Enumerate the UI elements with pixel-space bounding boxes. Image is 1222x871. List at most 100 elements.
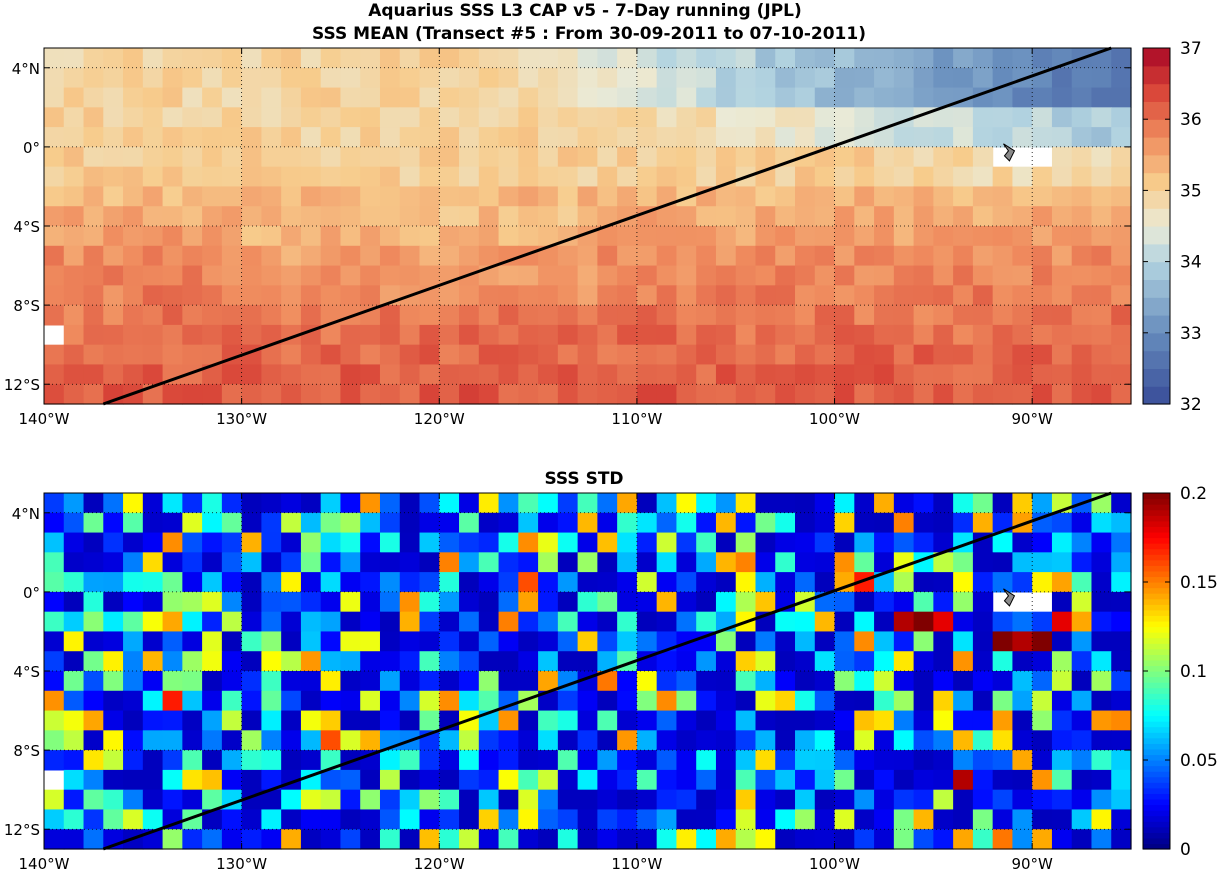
heatmap-cell (419, 67, 440, 89)
heatmap-cell (972, 305, 994, 326)
colorbar-tick-label: 32 (1180, 395, 1202, 415)
heatmap-cell (281, 710, 302, 731)
heatmap-cell (379, 186, 401, 207)
heatmap-cell (202, 226, 223, 247)
heatmap-cell (360, 769, 381, 791)
heatmap-cell (202, 730, 223, 751)
heatmap-cell (795, 750, 816, 771)
heatmap-cell (617, 265, 638, 286)
heatmap-cell (241, 265, 262, 286)
heatmap-cell (893, 127, 915, 148)
heatmap-cell (577, 305, 598, 326)
heatmap-cell (1032, 206, 1053, 227)
heatmap-cell (636, 324, 658, 346)
heatmap-cell (676, 87, 697, 108)
heatmap-cell (142, 87, 164, 108)
heatmap-cell (715, 809, 737, 830)
heatmap-cell (241, 166, 262, 188)
heatmap-cell (221, 186, 243, 207)
heatmap-cell (498, 166, 519, 188)
heatmap-cell (854, 324, 875, 346)
heatmap-cell (755, 750, 776, 771)
heatmap-cell (814, 829, 836, 850)
heatmap-cell (419, 146, 440, 168)
heatmap-cell (182, 493, 203, 514)
heatmap-cell (1051, 690, 1073, 712)
heatmap-cell (478, 829, 500, 850)
heatmap-cell (834, 324, 855, 346)
heatmap-cell (83, 552, 104, 573)
heatmap-cell (617, 572, 638, 593)
heatmap-cell (696, 809, 717, 830)
colorbar-segment (1143, 537, 1170, 544)
heatmap-cell (142, 107, 164, 128)
heatmap-cell (261, 750, 282, 771)
heatmap-cell (656, 166, 678, 188)
heatmap-cell (597, 87, 618, 108)
heatmap-cell (44, 730, 65, 751)
heatmap-cell (300, 730, 322, 751)
heatmap-cell (300, 611, 322, 633)
heatmap-cell (854, 364, 875, 385)
heatmap-cell (498, 809, 519, 830)
heatmap-cell (656, 226, 678, 247)
heatmap-cell (1091, 384, 1112, 405)
heatmap-cell (1091, 690, 1112, 712)
heatmap-cell (992, 730, 1014, 751)
heatmap-cell (1032, 48, 1053, 69)
heatmap-cell (676, 67, 697, 89)
heatmap-cell (221, 710, 243, 731)
heatmap-cell (913, 671, 934, 692)
heatmap-cell (182, 572, 203, 593)
heatmap-cell (874, 710, 895, 731)
heatmap-cell (162, 324, 183, 346)
heatmap-cell (83, 384, 104, 405)
heatmap-cell (281, 532, 302, 553)
heatmap-cell (874, 344, 895, 366)
heatmap-cell (360, 690, 381, 712)
heatmap-cell (182, 730, 203, 751)
heatmap-cell (340, 809, 361, 830)
heatmap-cell (557, 809, 579, 830)
heatmap-cell (300, 552, 322, 573)
heatmap-cell (142, 572, 164, 593)
colorbar-segment (1143, 798, 1170, 806)
heatmap-cell (340, 107, 361, 128)
heatmap-cell (221, 572, 243, 593)
heatmap-cell (933, 384, 954, 405)
heatmap-cell (933, 809, 954, 830)
heatmap-cell (63, 572, 85, 593)
heatmap-cell (320, 710, 342, 731)
heatmap-cell (992, 344, 1014, 366)
heatmap-cell (814, 710, 836, 731)
x-tick-label: 110°W (611, 410, 662, 428)
heatmap-cell (1012, 166, 1033, 188)
heatmap-cell (103, 186, 124, 207)
heatmap-cell (103, 809, 124, 830)
heatmap-cell (715, 829, 737, 850)
heatmap-cell (636, 572, 658, 593)
heatmap-cell (992, 552, 1014, 573)
heatmap-cell (459, 127, 480, 148)
heatmap-cell (913, 572, 934, 593)
heatmap-cell (814, 512, 836, 534)
heatmap-cell (162, 48, 183, 69)
heatmap-cell (281, 146, 302, 168)
heatmap-cell (103, 631, 124, 652)
heatmap-cell (221, 829, 243, 850)
heatmap-cell (1051, 829, 1073, 850)
heatmap-cell (142, 127, 164, 148)
heatmap-cell (300, 265, 322, 286)
heatmap-cell (636, 265, 658, 286)
heatmap-cell (419, 127, 440, 148)
heatmap-cell (103, 245, 124, 267)
heatmap-cell (834, 493, 855, 514)
heatmap-cell (755, 146, 776, 168)
heatmap-cell (360, 710, 381, 731)
heatmap-cell (755, 384, 776, 405)
heatmap-cell (1032, 226, 1053, 247)
heatmap-cell (459, 591, 480, 613)
heatmap-cell (83, 532, 104, 553)
heatmap-cell (795, 552, 816, 573)
